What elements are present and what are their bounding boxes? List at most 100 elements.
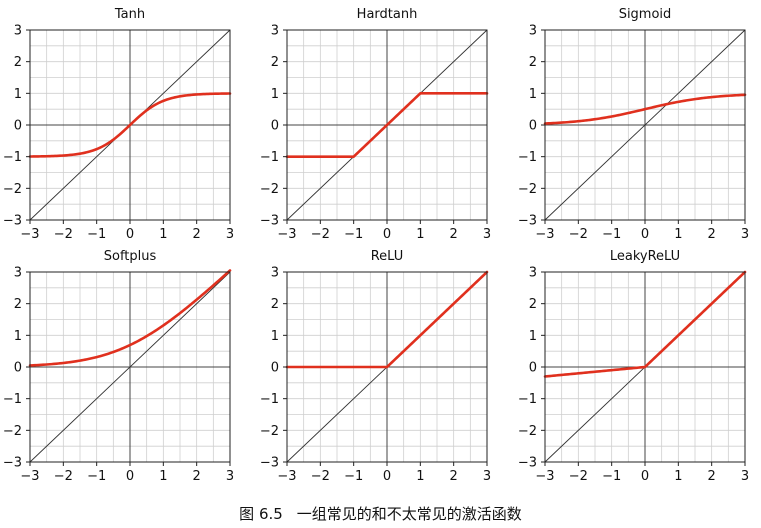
y-tick-label: −1 [260, 150, 279, 165]
y-tick-label: 0 [14, 119, 22, 134]
y-tick-label: 0 [529, 119, 537, 134]
figure-caption: 图 6.5 一组常见的和不太常见的激活函数 [0, 503, 761, 524]
x-tick-label: −3 [20, 227, 39, 242]
y-tick-label: −1 [3, 150, 22, 165]
x-tick-label: 3 [226, 469, 234, 484]
chart-title: Softplus [104, 249, 157, 264]
y-tick-label: −3 [518, 456, 537, 471]
x-tick-label: 2 [708, 469, 716, 484]
y-tick-label: −1 [3, 392, 22, 407]
identity-line [29, 271, 231, 463]
x-tick-label: 3 [741, 227, 749, 242]
x-tick-label: 0 [383, 227, 391, 242]
y-tick-label: 2 [529, 297, 537, 312]
x-tick-label: 1 [159, 227, 167, 242]
chart-leakyrelu: LeakyReLU −3 −2 −1 0 1 2 3 −3 −2 −1 0 1 2 3 [518, 249, 749, 484]
chart-hardtanh: Hardtanh −3 −2 −1 0 1 2 3 −3 −2 −1 0 1 2 3 [260, 7, 491, 242]
y-tick-label: 1 [14, 87, 22, 102]
y-tick-label: 1 [529, 87, 537, 102]
x-tick-label: −1 [344, 227, 363, 242]
x-tick-label: −1 [344, 469, 363, 484]
y-tick-label: −1 [260, 392, 279, 407]
x-tick-label: 0 [126, 227, 134, 242]
x-tick-label: 1 [159, 469, 167, 484]
y-tick-label: 2 [529, 55, 537, 70]
y-tick-label: 2 [271, 55, 279, 70]
y-tick-label: 1 [529, 329, 537, 344]
x-tick-label: 2 [450, 227, 458, 242]
activation-curve-sigmoid [543, 93, 747, 125]
x-tick-label: 1 [416, 469, 424, 484]
x-tick-label: 0 [383, 469, 391, 484]
x-tick-label: −2 [569, 227, 588, 242]
x-tick-label: 1 [674, 227, 682, 242]
y-tick-label: 3 [529, 24, 537, 39]
x-tick-label: 3 [483, 227, 491, 242]
x-tick-label: −2 [54, 227, 73, 242]
x-tick-label: −2 [311, 469, 330, 484]
x-tick-label: −3 [277, 469, 296, 484]
x-tick-label: 2 [708, 227, 716, 242]
activation-curve-leakyrelu [543, 270, 747, 378]
x-tick-label: −1 [87, 469, 106, 484]
activation-curve-hardtanh [285, 92, 489, 158]
y-tick-label: −1 [518, 392, 537, 407]
chart-tanh: Tanh −3 −2 −1 0 1 2 3 −3 −2 −1 0 1 2 3 [3, 7, 234, 242]
y-tick-label: −2 [260, 424, 279, 439]
y-tick-label: −3 [3, 214, 22, 229]
x-tick-label: 2 [193, 469, 201, 484]
y-tick-label: −3 [260, 214, 279, 229]
y-tick-label: 3 [529, 266, 537, 281]
x-tick-label: −1 [602, 469, 621, 484]
x-tick-label: −3 [277, 227, 296, 242]
caption-text: 一组常见的和不太常见的激活函数 [296, 505, 522, 523]
x-tick-label: 3 [741, 469, 749, 484]
x-tick-label: 2 [193, 227, 201, 242]
y-tick-label: −3 [3, 456, 22, 471]
y-tick-label: 3 [271, 266, 279, 281]
y-tick-label: −3 [518, 214, 537, 229]
x-tick-label: 1 [674, 469, 682, 484]
y-tick-label: 2 [14, 55, 22, 70]
x-tick-label: 0 [641, 227, 649, 242]
x-tick-label: 1 [416, 227, 424, 242]
chart-softplus: Softplus −3 −2 −1 0 1 2 3 −3 −2 −1 0 1 2 3 [3, 249, 234, 484]
x-tick-label: 3 [226, 227, 234, 242]
chart-title: ReLU [371, 249, 404, 264]
activation-curve-softplus [28, 269, 232, 367]
chart-title: Tanh [114, 7, 145, 22]
x-tick-label: 0 [126, 469, 134, 484]
identity-line [544, 29, 746, 221]
x-tick-label: 0 [641, 469, 649, 484]
y-tick-label: 0 [14, 361, 22, 376]
activation-curve-tanh [28, 92, 232, 158]
y-tick-label: −2 [260, 182, 279, 197]
y-tick-label: 0 [271, 361, 279, 376]
y-tick-label: 2 [14, 297, 22, 312]
chart-relu: ReLU −3 −2 −1 0 1 2 3 −3 −2 −1 0 1 2 3 [260, 249, 491, 484]
y-tick-label: 0 [271, 119, 279, 134]
caption-number: 图 6.5 [239, 505, 283, 523]
chart-title: LeakyReLU [610, 249, 680, 264]
y-tick-label: 3 [14, 266, 22, 281]
y-tick-label: −2 [518, 424, 537, 439]
activation-curve-relu [285, 270, 489, 369]
y-tick-label: 0 [529, 361, 537, 376]
chart-title: Sigmoid [619, 7, 672, 22]
x-tick-label: 3 [483, 469, 491, 484]
y-tick-label: −2 [3, 182, 22, 197]
y-tick-label: 2 [271, 297, 279, 312]
x-tick-label: −3 [535, 227, 554, 242]
activation-functions-figure: Tanh −3 −2 −1 0 1 2 3 −3 −2 −1 0 1 2 3 Hardtanh −3 −2 −1 0 1… [3, 7, 749, 484]
y-tick-label: −3 [260, 456, 279, 471]
x-tick-label: −1 [87, 227, 106, 242]
x-tick-label: −2 [311, 227, 330, 242]
y-tick-label: 1 [271, 329, 279, 344]
y-tick-label: 3 [271, 24, 279, 39]
y-tick-label: −2 [518, 182, 537, 197]
x-tick-label: −2 [569, 469, 588, 484]
x-tick-label: −2 [54, 469, 73, 484]
x-tick-label: −1 [602, 227, 621, 242]
y-tick-label: 1 [14, 329, 22, 344]
chart-sigmoid: Sigmoid −3 −2 −1 0 1 2 3 −3 −2 −1 0 1 2 3 [518, 7, 749, 242]
